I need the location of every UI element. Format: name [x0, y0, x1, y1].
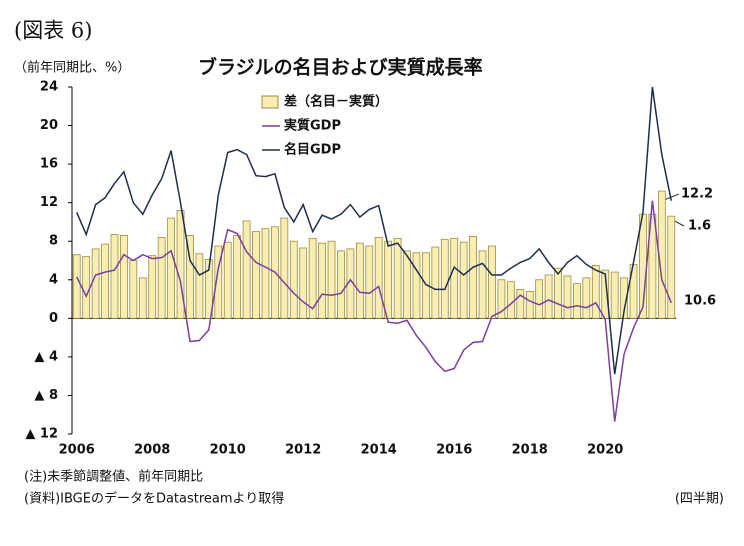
y-tick-label: 0 [49, 311, 58, 326]
leader [663, 193, 680, 201]
y-tick-label: ▲ 8 [34, 388, 58, 403]
bar [450, 237, 459, 319]
note: (資料)IBGEのデータをDatastreamより取得 [24, 491, 284, 507]
x-tick-label: 2006 [59, 443, 95, 458]
bar [129, 260, 138, 319]
bar [91, 248, 100, 319]
value-label: 12.2 [681, 187, 713, 202]
bar [195, 253, 204, 319]
bar [72, 254, 81, 319]
bar [214, 245, 223, 319]
bar [82, 256, 91, 319]
bar [327, 240, 336, 319]
x-tick-label: 2008 [134, 443, 170, 458]
legend-label: 実質GDP [284, 118, 341, 134]
bar [138, 277, 147, 319]
bar [101, 243, 109, 319]
bar [459, 241, 468, 319]
bar [289, 240, 298, 319]
bar [488, 245, 496, 319]
bar [591, 264, 600, 319]
x-tick-label: 2020 [587, 443, 623, 458]
x-tick-label: 2012 [285, 443, 321, 458]
bar [157, 236, 166, 319]
bar [506, 281, 515, 319]
y-tick-label: 24 [40, 80, 58, 95]
x-axis-label: (四半期) [675, 492, 724, 507]
bar [497, 279, 506, 319]
x-tick-label: 2018 [512, 443, 548, 458]
y-tick-label: 12 [40, 195, 58, 210]
bar [299, 247, 308, 319]
bar [252, 231, 260, 319]
bar [233, 235, 242, 319]
bar [186, 235, 194, 319]
bar [648, 213, 657, 319]
legend-label: 名目GDP [284, 142, 341, 158]
bar [403, 250, 411, 319]
x-tick-label: 2014 [361, 443, 397, 458]
bar [563, 275, 572, 319]
bar [318, 242, 326, 319]
bar [620, 277, 628, 319]
note: (注)未季節調整値、前年同期比 [24, 469, 203, 485]
legend-label: 差（名目－実質） [284, 94, 388, 110]
bar [148, 255, 157, 319]
line [76, 200, 672, 422]
bar [431, 246, 440, 319]
bar [337, 250, 345, 319]
bar [544, 274, 553, 319]
chart-title: ブラジルの名目および実質成長率 [198, 56, 483, 79]
bar [365, 245, 374, 319]
bar [167, 217, 175, 319]
y-tick-label: ▲ 12 [25, 427, 58, 442]
bar [204, 259, 213, 319]
bar [525, 290, 534, 319]
bar [280, 217, 289, 319]
legend-swatch [261, 95, 279, 109]
bar [384, 240, 393, 319]
bar [176, 209, 185, 319]
value-label: 10.6 [684, 294, 716, 309]
bar [573, 283, 581, 319]
bar [223, 241, 232, 319]
bar [478, 250, 487, 319]
bar [120, 235, 128, 319]
line [76, 86, 673, 375]
y-tick-label: 8 [49, 234, 58, 249]
bar [110, 234, 119, 319]
value-label: 1.6 [688, 219, 711, 234]
header: (図表 6) [14, 19, 92, 43]
bar [393, 237, 402, 319]
bar [308, 237, 317, 319]
bar [412, 252, 421, 319]
y-tick-label: 20 [40, 118, 58, 133]
bar [610, 271, 619, 319]
bar [535, 279, 544, 319]
x-tick-label: 2010 [210, 443, 246, 458]
x-tick-label: 2016 [436, 443, 472, 458]
y-axis-label: （前年同期比、%） [14, 60, 130, 76]
bar [374, 236, 383, 319]
bar [440, 238, 449, 319]
y-tick-label: ▲ 4 [34, 349, 58, 364]
bar [355, 242, 364, 319]
y-tick-label: 16 [40, 157, 58, 172]
bar [582, 277, 591, 319]
bar [554, 267, 562, 319]
y-tick-label: 4 [49, 272, 58, 287]
bar [516, 289, 525, 319]
bar [242, 220, 251, 319]
bar [667, 215, 676, 319]
bar [261, 228, 270, 319]
bar [469, 236, 477, 319]
